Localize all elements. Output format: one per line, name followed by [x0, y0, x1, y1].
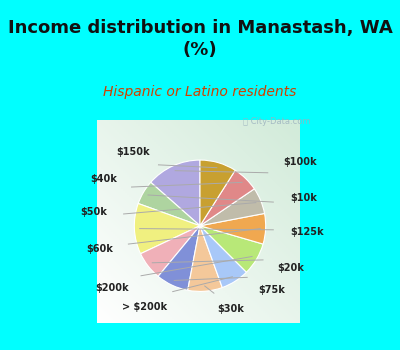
Wedge shape	[200, 189, 264, 226]
Wedge shape	[200, 170, 254, 226]
Text: $40k: $40k	[90, 174, 117, 184]
Wedge shape	[151, 160, 200, 226]
Text: Hispanic or Latino residents: Hispanic or Latino residents	[103, 85, 297, 99]
Text: $20k: $20k	[277, 263, 304, 273]
Wedge shape	[188, 226, 222, 292]
Text: $100k: $100k	[283, 157, 317, 167]
Wedge shape	[200, 226, 246, 288]
Wedge shape	[140, 226, 200, 276]
Wedge shape	[158, 226, 200, 290]
Text: > $200k: > $200k	[122, 302, 167, 312]
Text: $200k: $200k	[95, 282, 128, 293]
Wedge shape	[134, 203, 200, 254]
Text: $10k: $10k	[290, 193, 317, 203]
Text: $150k: $150k	[116, 147, 150, 158]
Text: $75k: $75k	[258, 285, 285, 294]
Text: $50k: $50k	[80, 207, 107, 217]
Wedge shape	[200, 226, 263, 272]
Text: $60k: $60k	[86, 244, 113, 254]
Text: Income distribution in Manastash, WA
(%): Income distribution in Manastash, WA (%)	[8, 19, 392, 59]
Wedge shape	[138, 182, 200, 226]
Text: $30k: $30k	[217, 304, 244, 314]
Wedge shape	[200, 214, 266, 244]
Wedge shape	[200, 160, 235, 226]
Text: $125k: $125k	[290, 226, 324, 237]
Text: ⓘ City-Data.com: ⓘ City-Data.com	[244, 117, 311, 126]
